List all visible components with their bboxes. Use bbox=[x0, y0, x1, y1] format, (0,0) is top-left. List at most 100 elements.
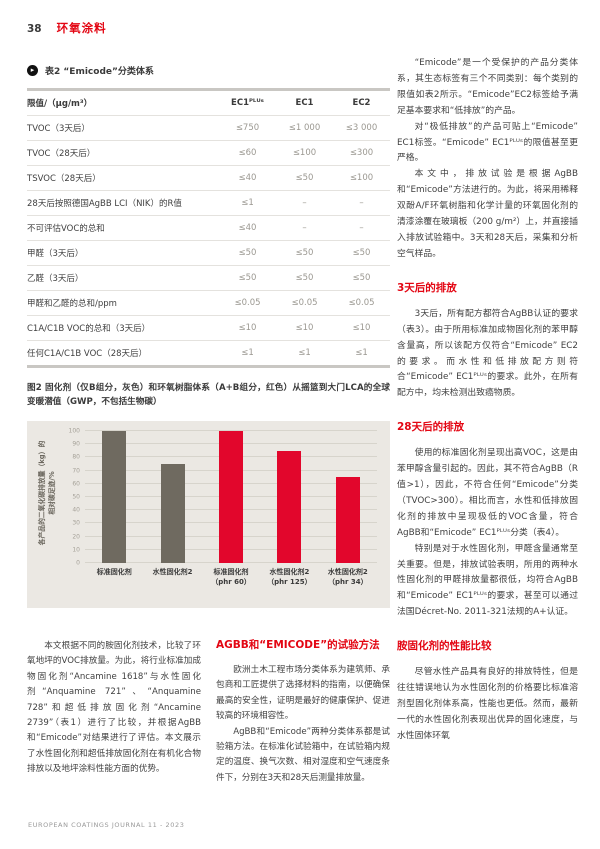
table-row: 乙醛（3天后） ≤50 ≤50 ≤50 bbox=[27, 266, 390, 291]
y-axis-title-line2: 相对碳足迹/% bbox=[48, 471, 56, 515]
row-value: ≤0.05 bbox=[234, 298, 261, 308]
figure-caption: 图2 固化剂（仅B组分，灰色）和环氧树脂体系（A+B组分，红色）从摇篮到大门LC… bbox=[27, 383, 390, 407]
row-label: 28天后按照德国AgBB LCI（NIK）的R值 bbox=[27, 199, 182, 209]
y-tick-label: 50 bbox=[72, 493, 80, 501]
x-category-label: 标准固化剂 （phr 60） bbox=[202, 568, 260, 587]
row-value: ≤60 bbox=[238, 148, 257, 158]
method-column: AGBB和“EMICODE”的试验方法 欧洲土木工程市场分类体系为建筑师、承包商… bbox=[216, 639, 390, 786]
paragraph: 3天后，所有配方都符合AgBB认证的要求（表3）。由于所用标准加成物固化剂的苯甲… bbox=[397, 308, 578, 399]
paragraph: 使用的标准固化剂呈现出高VOC，这是由苯甲醇含量引起的。因此，其不符合AgBB（… bbox=[397, 448, 578, 538]
row-label: 甲醛和乙醛的总和/ppm bbox=[27, 299, 117, 309]
paragraph: 尽管水性产品具有良好的排放特性，但是往往错误地认为水性固化剂的价格要比标准溶剂型… bbox=[397, 667, 578, 741]
paragraph: “Emicode”是一个受保护的产品分类体系，其生态标签有三个不同类别：每个类别… bbox=[397, 58, 578, 116]
y-tick-label: 10 bbox=[72, 546, 80, 554]
row-label: C1A/C1B VOC的总和（3天后） bbox=[27, 324, 151, 334]
y-tick-label: 100 bbox=[68, 427, 80, 435]
method-paragraphs: 欧洲土木工程市场分类体系为建筑师、承包商和工匠提供了选择材料的指南，以便确保最高… bbox=[216, 663, 390, 786]
x-category-label: 标准固化剂 bbox=[85, 568, 143, 587]
row-label: 乙醛（3天后） bbox=[27, 274, 84, 284]
row-label: 任何C1A/C1B VOC（28天后） bbox=[27, 349, 148, 359]
bar-4 bbox=[277, 450, 302, 563]
table-row: 甲醛和乙醛的总和/ppm ≤0.05 ≤0.05 ≤0.05 bbox=[27, 291, 390, 316]
method-paragraph: 欧洲土木工程市场分类体系为建筑师、承包商和工匠提供了选择材料的指南，以便确保最高… bbox=[216, 665, 390, 722]
y-axis-title-line1: 各产品的二氧化碳排放量（kg）的 bbox=[38, 440, 46, 546]
table-row: TVOC（28天后） ≤60 ≤100 ≤300 bbox=[27, 141, 390, 166]
row-value: ≤1 bbox=[298, 348, 311, 358]
paragraph: 对“极低排放”的产品可贴上“Emicode” EC1标签。“Emicode” E… bbox=[397, 121, 578, 164]
table-marker-icon: ▸ bbox=[27, 65, 38, 76]
y-tick-label: 70 bbox=[72, 467, 80, 475]
row-value: ≤50 bbox=[238, 273, 257, 283]
row-value: ≤10 bbox=[352, 323, 371, 333]
row-value: ≤1 000 bbox=[288, 123, 321, 133]
row-label: TSVOC（28天后） bbox=[27, 174, 101, 184]
row-value: ≤50 bbox=[295, 173, 314, 183]
row-value: ≤1 bbox=[241, 348, 254, 358]
column-header: EC1 bbox=[295, 98, 314, 108]
row-label: TVOC（28天后） bbox=[27, 149, 96, 159]
row-value: – bbox=[359, 223, 364, 233]
gridline bbox=[85, 430, 377, 431]
row-value: ≤0.05 bbox=[291, 298, 318, 308]
x-category-label: 水性固化剂2 （phr 34） bbox=[319, 568, 377, 587]
row-value: ≤40 bbox=[238, 173, 257, 183]
row-value: ≤100 bbox=[349, 173, 374, 183]
page-number: 38 bbox=[27, 23, 42, 35]
table-body: TVOC（3天后） ≤750 ≤1 000 ≤3 000 TVOC（28天后） ≤60 ≤1… bbox=[27, 116, 390, 365]
column-header-limit: 限值/（μg/m³） bbox=[27, 99, 93, 109]
row-value: ≤50 bbox=[352, 273, 371, 283]
table-title: 表2 “Emicode”分类体系 bbox=[45, 67, 154, 77]
x-axis-labels: 标准固化剂 水性固化剂2 标准固化剂 （phr 60） 水性固化剂2 （phr 125）水… bbox=[85, 568, 377, 587]
table-header-row: 限值/（μg/m³） EC1ᴾᴸᵁˢ EC1 EC2 bbox=[27, 91, 390, 116]
section-heading: 3天后的排放 bbox=[397, 281, 457, 294]
x-label-main: 水性固化剂2 bbox=[152, 568, 193, 576]
table-row: 28天后按照德国AgBB LCI（NIK）的R值 ≤1 – – bbox=[27, 191, 390, 216]
y-tick-label: 40 bbox=[72, 506, 80, 514]
row-value: – bbox=[302, 223, 307, 233]
column-header: EC1ᴾᴸᵁˢ bbox=[231, 98, 264, 108]
table-row: C1A/C1B VOC的总和（3天后） ≤10 ≤10 ≤10 bbox=[27, 316, 390, 341]
row-value: ≤50 bbox=[352, 248, 371, 258]
x-category-label: 水性固化剂2 （phr 125） bbox=[260, 568, 318, 587]
row-value: ≤750 bbox=[235, 123, 260, 133]
paragraph: 本文中，排放试验是根据AgBB和“Emicode”方法进行的。为此，将采用稀释双… bbox=[397, 169, 578, 259]
table-row: 不可评估VOC的总和 ≤40 – – bbox=[27, 216, 390, 241]
main-column: ▸ 表2 “Emicode”分类体系 限值/（μg/m³） EC1ᴾᴸᵁˢ EC1 E… bbox=[27, 64, 390, 786]
row-label: 甲醛（3天后） bbox=[27, 249, 84, 259]
y-tick-label: 80 bbox=[72, 453, 80, 461]
y-tick-label: 60 bbox=[72, 480, 80, 488]
bar-2 bbox=[160, 464, 185, 563]
paragraph: 特别是对于水性固化剂，甲醛含量通常至关重要。但是，排放试验表明，所用的两种水性固… bbox=[397, 543, 578, 618]
table-row: 甲醛（3天后） ≤50 ≤50 ≤50 bbox=[27, 241, 390, 266]
section-heading: 28天后的排放 bbox=[397, 421, 465, 434]
table-title-row: ▸ 表2 “Emicode”分类体系 bbox=[27, 64, 390, 77]
row-value: ≤1 bbox=[355, 348, 368, 358]
table-row: TSVOC（28天后） ≤40 ≤50 ≤100 bbox=[27, 166, 390, 191]
method-paragraph: AgBB和“Emicode”两种分类体系都是试验箱方法。在标准化试验箱中，在试验… bbox=[216, 726, 390, 783]
intro-paragraph: 本文根据不同的胺固化剂技术，比较了环氧地坪的VOC排放量。为此，将行业标准加成物… bbox=[27, 641, 201, 775]
right-column: “Emicode”是一个受保护的产品分类体系，其生态标签有三个不同类别：每个类别… bbox=[397, 56, 578, 745]
bar-3 bbox=[218, 431, 243, 563]
y-tick-label: 0 bbox=[76, 559, 80, 567]
journal-footer: EUROPEAN COATINGS JOURNAL 11 - 2023 bbox=[28, 821, 185, 829]
row-value: ≤300 bbox=[349, 148, 374, 158]
row-value: – bbox=[359, 198, 364, 208]
section-title: 环氧涂料 bbox=[56, 21, 107, 35]
row-label: 不可评估VOC的总和 bbox=[27, 224, 105, 234]
row-value: ≤50 bbox=[238, 248, 257, 258]
section-heading: 胺固化剂的性能比较 bbox=[397, 640, 492, 653]
row-label: TVOC（3天后） bbox=[27, 124, 90, 134]
row-value: ≤100 bbox=[292, 148, 317, 158]
row-value: ≤3 000 bbox=[345, 123, 378, 133]
x-label-sub: （phr 125） bbox=[267, 577, 312, 586]
table-row: 任何C1A/C1B VOC（28天后） ≤1 ≤1 ≤1 bbox=[27, 341, 390, 365]
y-tick-label: 30 bbox=[72, 519, 80, 527]
x-label-main: 水性固化剂2 bbox=[327, 568, 368, 576]
row-value: ≤50 bbox=[295, 248, 314, 258]
bar-5 bbox=[335, 477, 360, 563]
x-label-sub: （phr 60） bbox=[211, 577, 251, 586]
intro-column: 本文根据不同的胺固化剂技术，比较了环氧地坪的VOC排放量。为此，将行业标准加成物… bbox=[27, 639, 201, 786]
page-header: 38 环氧涂料 bbox=[27, 20, 107, 36]
x-label-main: 水性固化剂2 bbox=[269, 568, 310, 576]
